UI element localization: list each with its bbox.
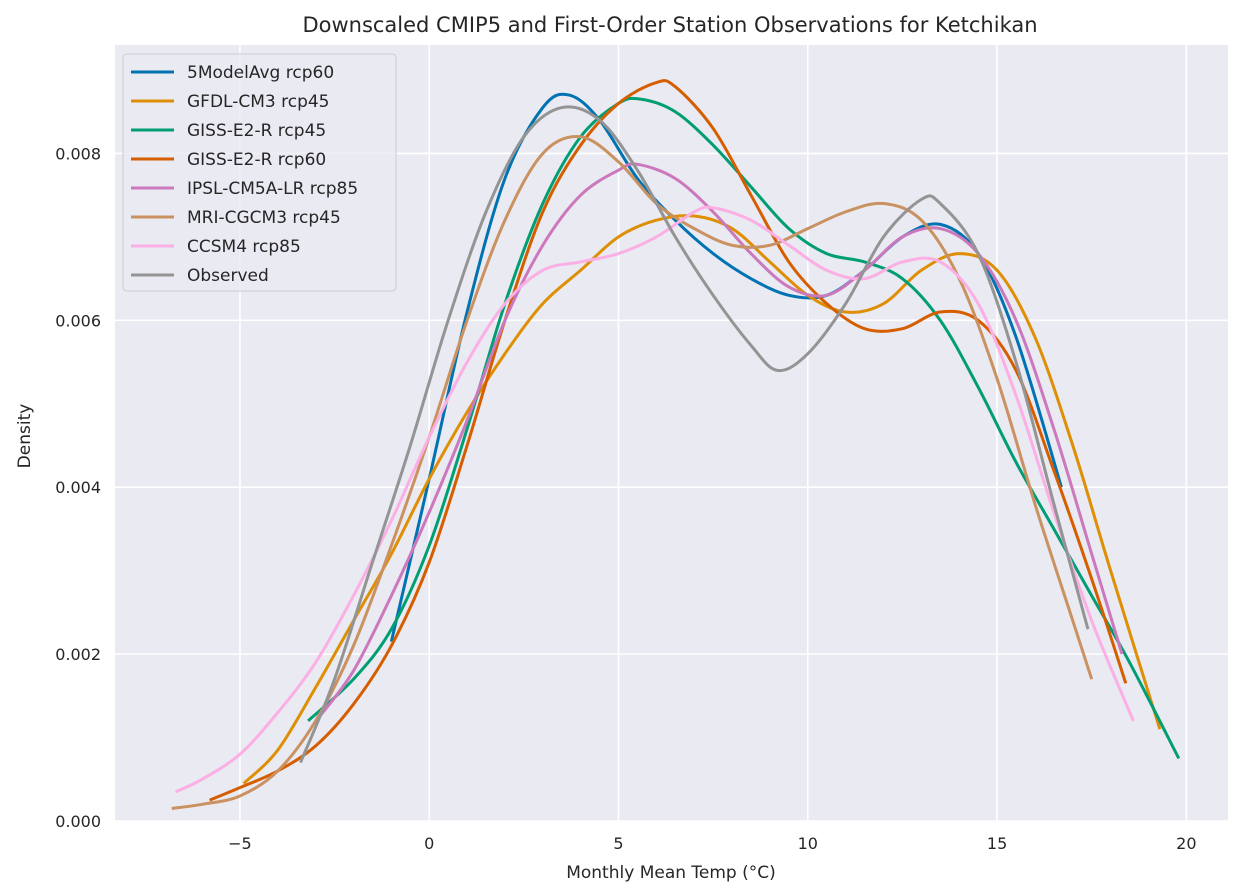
- legend-box: [122, 53, 397, 292]
- x-tick-label: 10: [798, 834, 818, 853]
- legend-label: MRI-CGCM3 rcp45: [187, 208, 341, 228]
- series-line: [209, 79, 1128, 802]
- series-line: [171, 135, 1094, 810]
- x-tick-label: 15: [987, 834, 1007, 853]
- y-axis-ticks: 0.000 0.002 0.004 0.006 0.008: [55, 144, 101, 831]
- y-axis-label: Density: [15, 404, 35, 469]
- x-tick-label: 5: [613, 834, 623, 853]
- series-line: [318, 162, 1124, 718]
- series-lines: [171, 79, 1181, 810]
- series-line: [389, 92, 1063, 642]
- y-tick-label: 0.004: [55, 478, 101, 497]
- legend-label: GISS-E2-R rcp60: [187, 150, 326, 170]
- legend-label: GFDL-CM3 rcp45: [187, 92, 330, 112]
- y-tick-label: 0.000: [55, 812, 101, 831]
- x-tick-label: 0: [424, 834, 434, 853]
- legend: 5ModelAvg rcp60 GFDL-CM3 rcp45 GISS-E2-R r…: [122, 53, 397, 292]
- x-tick-label: 20: [1176, 834, 1196, 853]
- series-line: [299, 105, 1090, 764]
- legend-label: Observed: [187, 266, 269, 286]
- x-axis-ticks: −5 0 5 10 15 20: [228, 834, 1196, 853]
- legend-label: CCSM4 rcp85: [187, 237, 301, 257]
- series-line: [174, 205, 1135, 794]
- legend-label: IPSL-CM5A-LR rcp85: [187, 179, 358, 199]
- legend-label: GISS-E2-R rcp45: [187, 121, 326, 141]
- x-axis-label: Monthly Mean Temp (°C): [566, 863, 776, 883]
- y-tick-label: 0.006: [55, 311, 101, 330]
- x-tick-label: −5: [228, 834, 252, 853]
- legend-label: 5ModelAvg rcp60: [187, 63, 334, 83]
- series-line: [242, 214, 1162, 785]
- chart-title: Downscaled CMIP5 and First-Order Station…: [302, 13, 1037, 37]
- y-tick-label: 0.008: [55, 144, 101, 163]
- y-tick-label: 0.002: [55, 645, 101, 664]
